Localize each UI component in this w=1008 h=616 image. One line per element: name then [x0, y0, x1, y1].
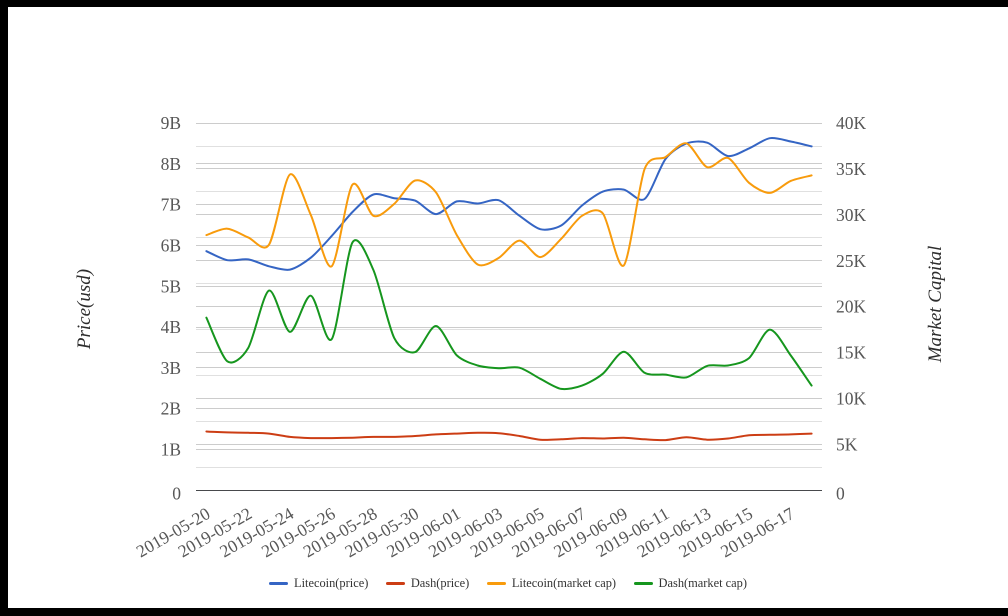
svg-text:0: 0: [172, 483, 181, 503]
svg-text:7B: 7B: [161, 195, 181, 215]
svg-text:5B: 5B: [161, 276, 181, 296]
svg-text:3B: 3B: [161, 358, 181, 378]
svg-text:Market Capital: Market Capital: [925, 246, 946, 364]
svg-text:5K: 5K: [836, 434, 858, 454]
svg-text:20K: 20K: [836, 297, 867, 317]
svg-text:2B: 2B: [161, 399, 181, 419]
svg-text:40K: 40K: [836, 113, 867, 133]
svg-text:Price(usd): Price(usd): [74, 269, 95, 350]
svg-text:0: 0: [836, 483, 845, 503]
svg-text:35K: 35K: [836, 159, 867, 179]
svg-text:25K: 25K: [836, 251, 867, 271]
svg-text:30K: 30K: [836, 205, 867, 225]
svg-text:15K: 15K: [836, 343, 867, 363]
svg-text:9B: 9B: [161, 113, 181, 133]
svg-text:4B: 4B: [161, 317, 181, 337]
svg-text:8B: 8B: [161, 154, 181, 174]
svg-text:1B: 1B: [161, 440, 181, 460]
svg-text:10K: 10K: [836, 389, 867, 409]
svg-text:6B: 6B: [161, 236, 181, 256]
